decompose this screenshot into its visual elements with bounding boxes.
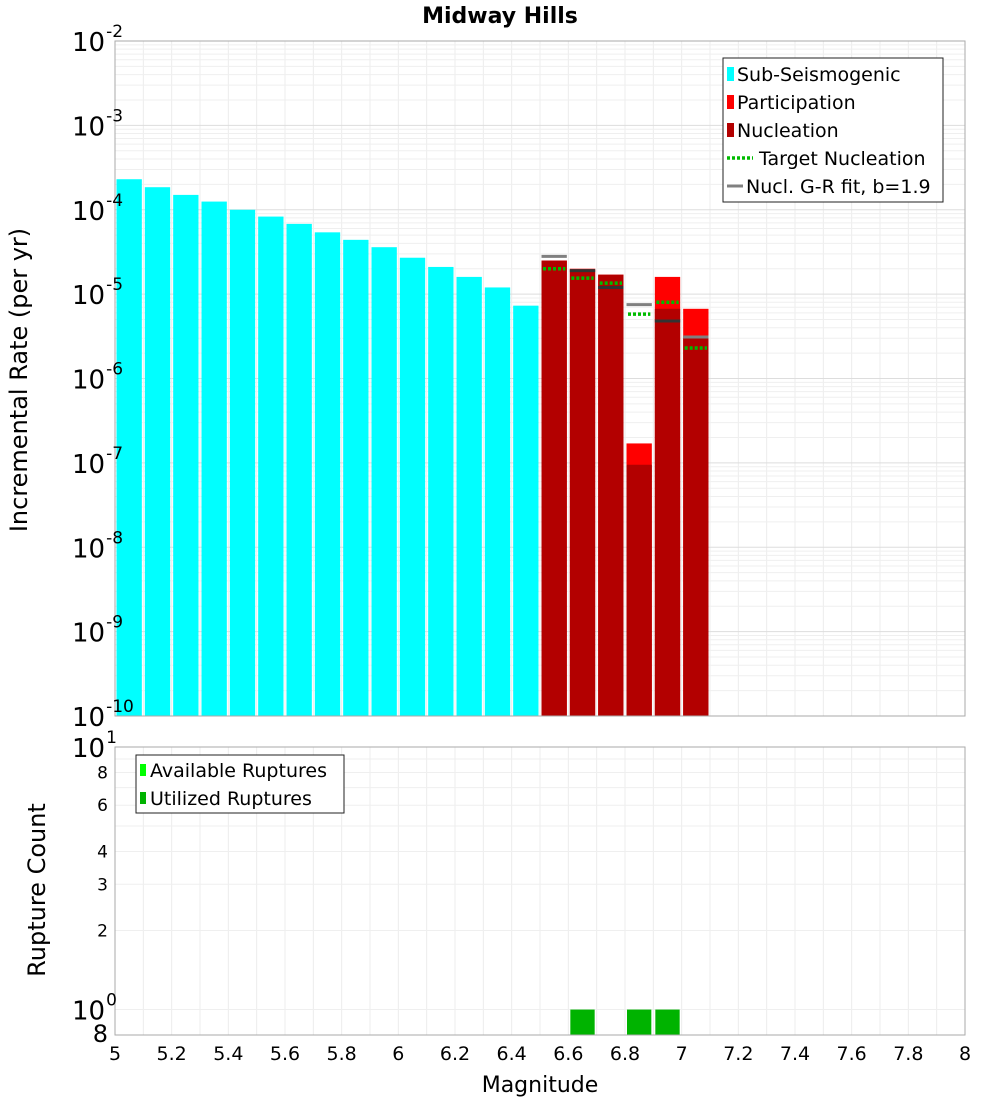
sub-seismogenic-bar [513, 305, 539, 716]
legend-label: Utilized Ruptures [150, 788, 312, 810]
sub-seismogenic-bar [314, 232, 341, 716]
x-tick-label: 5.4 [213, 1043, 243, 1065]
bottom-y-tick-label: 2 [97, 922, 108, 942]
legend-label: Sub-Seismogenic [737, 64, 901, 86]
utilized-ruptures-bar [570, 1009, 595, 1035]
chart-title: Midway Hills [422, 4, 578, 29]
bottom-plot-frame [114, 746, 966, 1036]
bottom-y-tick-label: 3 [97, 875, 108, 895]
legend-label: Target Nucleation [758, 148, 926, 170]
sub-seismogenic-bar [343, 239, 369, 716]
top-lines [541, 254, 709, 350]
legend-swatch [727, 95, 734, 109]
top-plot-frame [114, 40, 966, 717]
legend-label: Nucl. G-R fit, b=1.9 [746, 176, 931, 198]
sub-seismogenic-bar [286, 223, 312, 716]
utilized-ruptures-bar [655, 1009, 680, 1035]
legend-swatch [140, 792, 146, 804]
x-tick-labels: 5 5.2 5.4 5.6 5.8 6 6.2 6.4 6.6 6.8 7 7.2 7.4 7.6 7.8 8 [109, 1043, 971, 1065]
sub-seismogenic-bar [428, 266, 454, 716]
sub-seismogenic-bar [371, 247, 397, 716]
nucleation-bar [683, 338, 709, 716]
sub-seismogenic-bar [484, 287, 511, 716]
x-tick-label: 7.4 [780, 1043, 810, 1065]
nucleation-bar [598, 274, 624, 716]
x-tick-label: 7.2 [723, 1043, 753, 1065]
x-tick-label: 7 [676, 1043, 688, 1065]
sub-seismogenic-bar [201, 201, 227, 716]
bottom-bars [570, 1009, 680, 1035]
top-y-tick-label: 10-4 [72, 191, 123, 227]
sub-seismogenic-bar [399, 257, 426, 716]
top-y-axis-label: Incremental Rate (per yr) [5, 228, 33, 532]
nucleation-bar [541, 260, 567, 716]
x-tick-label: 6.2 [440, 1043, 470, 1065]
x-tick-label: 5.8 [327, 1043, 357, 1065]
sub-seismogenic-bar [144, 187, 171, 716]
top-y-tick-label: 10-6 [72, 360, 123, 396]
legend-swatch [727, 123, 734, 137]
x-tick-label: 6 [392, 1043, 404, 1065]
x-tick-label: 7.6 [837, 1043, 867, 1065]
sub-seismogenic-bar [229, 209, 256, 716]
top-legend-box [722, 57, 944, 203]
legend-label: Nucleation [737, 120, 839, 142]
bottom-y-tick-label: 8 [93, 1020, 108, 1048]
legend-label: Available Ruptures [150, 760, 327, 782]
x-tick-label: 5 [109, 1043, 121, 1065]
top-y-tick-label: 10-8 [72, 528, 123, 564]
x-tick-label: 6.8 [610, 1043, 640, 1065]
bottom-y-axis-label: Rupture Count [23, 803, 51, 977]
bottom-legend: Available Ruptures Utilized Ruptures [135, 754, 345, 814]
nucleation-bar [654, 308, 681, 716]
legend-swatch [727, 67, 734, 81]
x-tick-label: 6.4 [497, 1043, 527, 1065]
sub-seismogenic-bar [456, 276, 482, 716]
sub-seismogenic-bar [173, 194, 199, 716]
bottom-y-tick-label: 101 [72, 728, 117, 764]
nucleation-bar [626, 464, 652, 716]
nucleation-bar [569, 269, 596, 716]
bottom-y-tick-label: 4 [97, 842, 108, 862]
x-tick-label: 5.2 [157, 1043, 187, 1065]
bottom-legend-box [135, 754, 345, 814]
x-axis-label: Magnitude [482, 1073, 599, 1098]
top-legend: Sub-Seismogenic Participation Nucleation Ta… [722, 57, 944, 203]
x-tick-label: 7.8 [893, 1043, 923, 1065]
top-bars [116, 179, 709, 716]
sub-seismogenic-bar [116, 179, 142, 716]
x-tick-label: 5.6 [270, 1043, 300, 1065]
x-tick-label: 6.6 [553, 1043, 583, 1065]
top-y-tick-label: 10-10 [72, 697, 134, 733]
utilized-ruptures-bar [627, 1009, 652, 1035]
legend-label: Participation [737, 92, 856, 114]
bottom-y-tick-label: 6 [97, 796, 108, 816]
legend-swatch [140, 764, 146, 776]
bottom-y-tick-label: 8 [97, 763, 108, 783]
sub-seismogenic-bar [258, 216, 284, 716]
x-tick-label: 8 [959, 1043, 971, 1065]
